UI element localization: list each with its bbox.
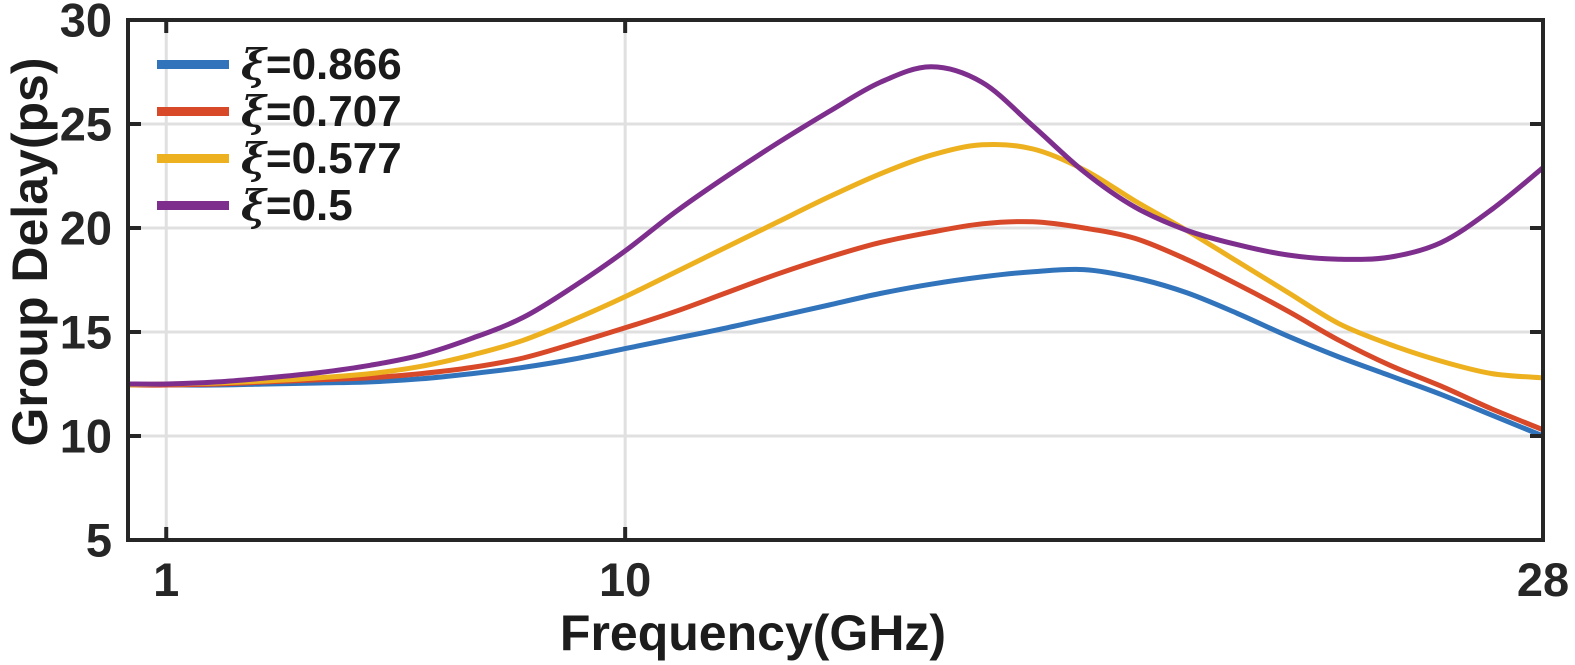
legend-item-xi-0707: ξ=0.707 bbox=[157, 88, 402, 135]
legend-swatch bbox=[157, 107, 229, 116]
curve-ξ=0.5 bbox=[128, 64, 1543, 387]
legend-value: =0.5 bbox=[265, 180, 353, 230]
curve-ξ=0.866 bbox=[128, 266, 1543, 439]
y-tick-label-20: 20 bbox=[59, 201, 112, 255]
curve-ξ=0.577 bbox=[128, 141, 1543, 388]
legend-swatch bbox=[157, 154, 229, 163]
legend-value: =0.866 bbox=[265, 39, 402, 89]
legend-value: =0.577 bbox=[265, 133, 402, 183]
x-axis-label: Frequency(GHz) bbox=[559, 605, 947, 661]
legend-value: =0.707 bbox=[265, 86, 402, 136]
y-axis-label: Group Delay(ps) bbox=[2, 57, 58, 447]
xi-symbol: ξ bbox=[241, 39, 266, 89]
x-tick-label-1: 1 bbox=[153, 553, 180, 606]
y-tick-label-30: 30 bbox=[59, 0, 112, 47]
x-tick-label-10: 10 bbox=[599, 553, 652, 606]
axes-box bbox=[126, 18, 1545, 542]
y-tick-label-10: 10 bbox=[59, 409, 112, 463]
tick-marks bbox=[128, 18, 1545, 542]
legend-swatch bbox=[157, 201, 229, 210]
curves bbox=[128, 64, 1543, 439]
legend-swatch bbox=[157, 60, 229, 69]
x-tick-label-28: 28 bbox=[1516, 553, 1570, 606]
legend-item-xi-0866: ξ=0.866 bbox=[157, 41, 402, 88]
legend-item-xi-0577: ξ=0.577 bbox=[157, 135, 402, 182]
y-tick-label-15: 15 bbox=[59, 305, 112, 359]
legend: ξ=0.866 ξ=0.707 ξ=0.577 ξ=0.5 bbox=[157, 41, 402, 229]
curve-ξ=0.707 bbox=[128, 219, 1543, 433]
y-tick-label-25: 25 bbox=[59, 97, 112, 151]
legend-item-xi-05: ξ=0.5 bbox=[157, 182, 402, 229]
y-tick-label-5: 5 bbox=[85, 513, 112, 567]
xi-symbol: ξ bbox=[241, 133, 266, 183]
xi-symbol: ξ bbox=[241, 180, 266, 230]
xi-symbol: ξ bbox=[241, 86, 266, 136]
